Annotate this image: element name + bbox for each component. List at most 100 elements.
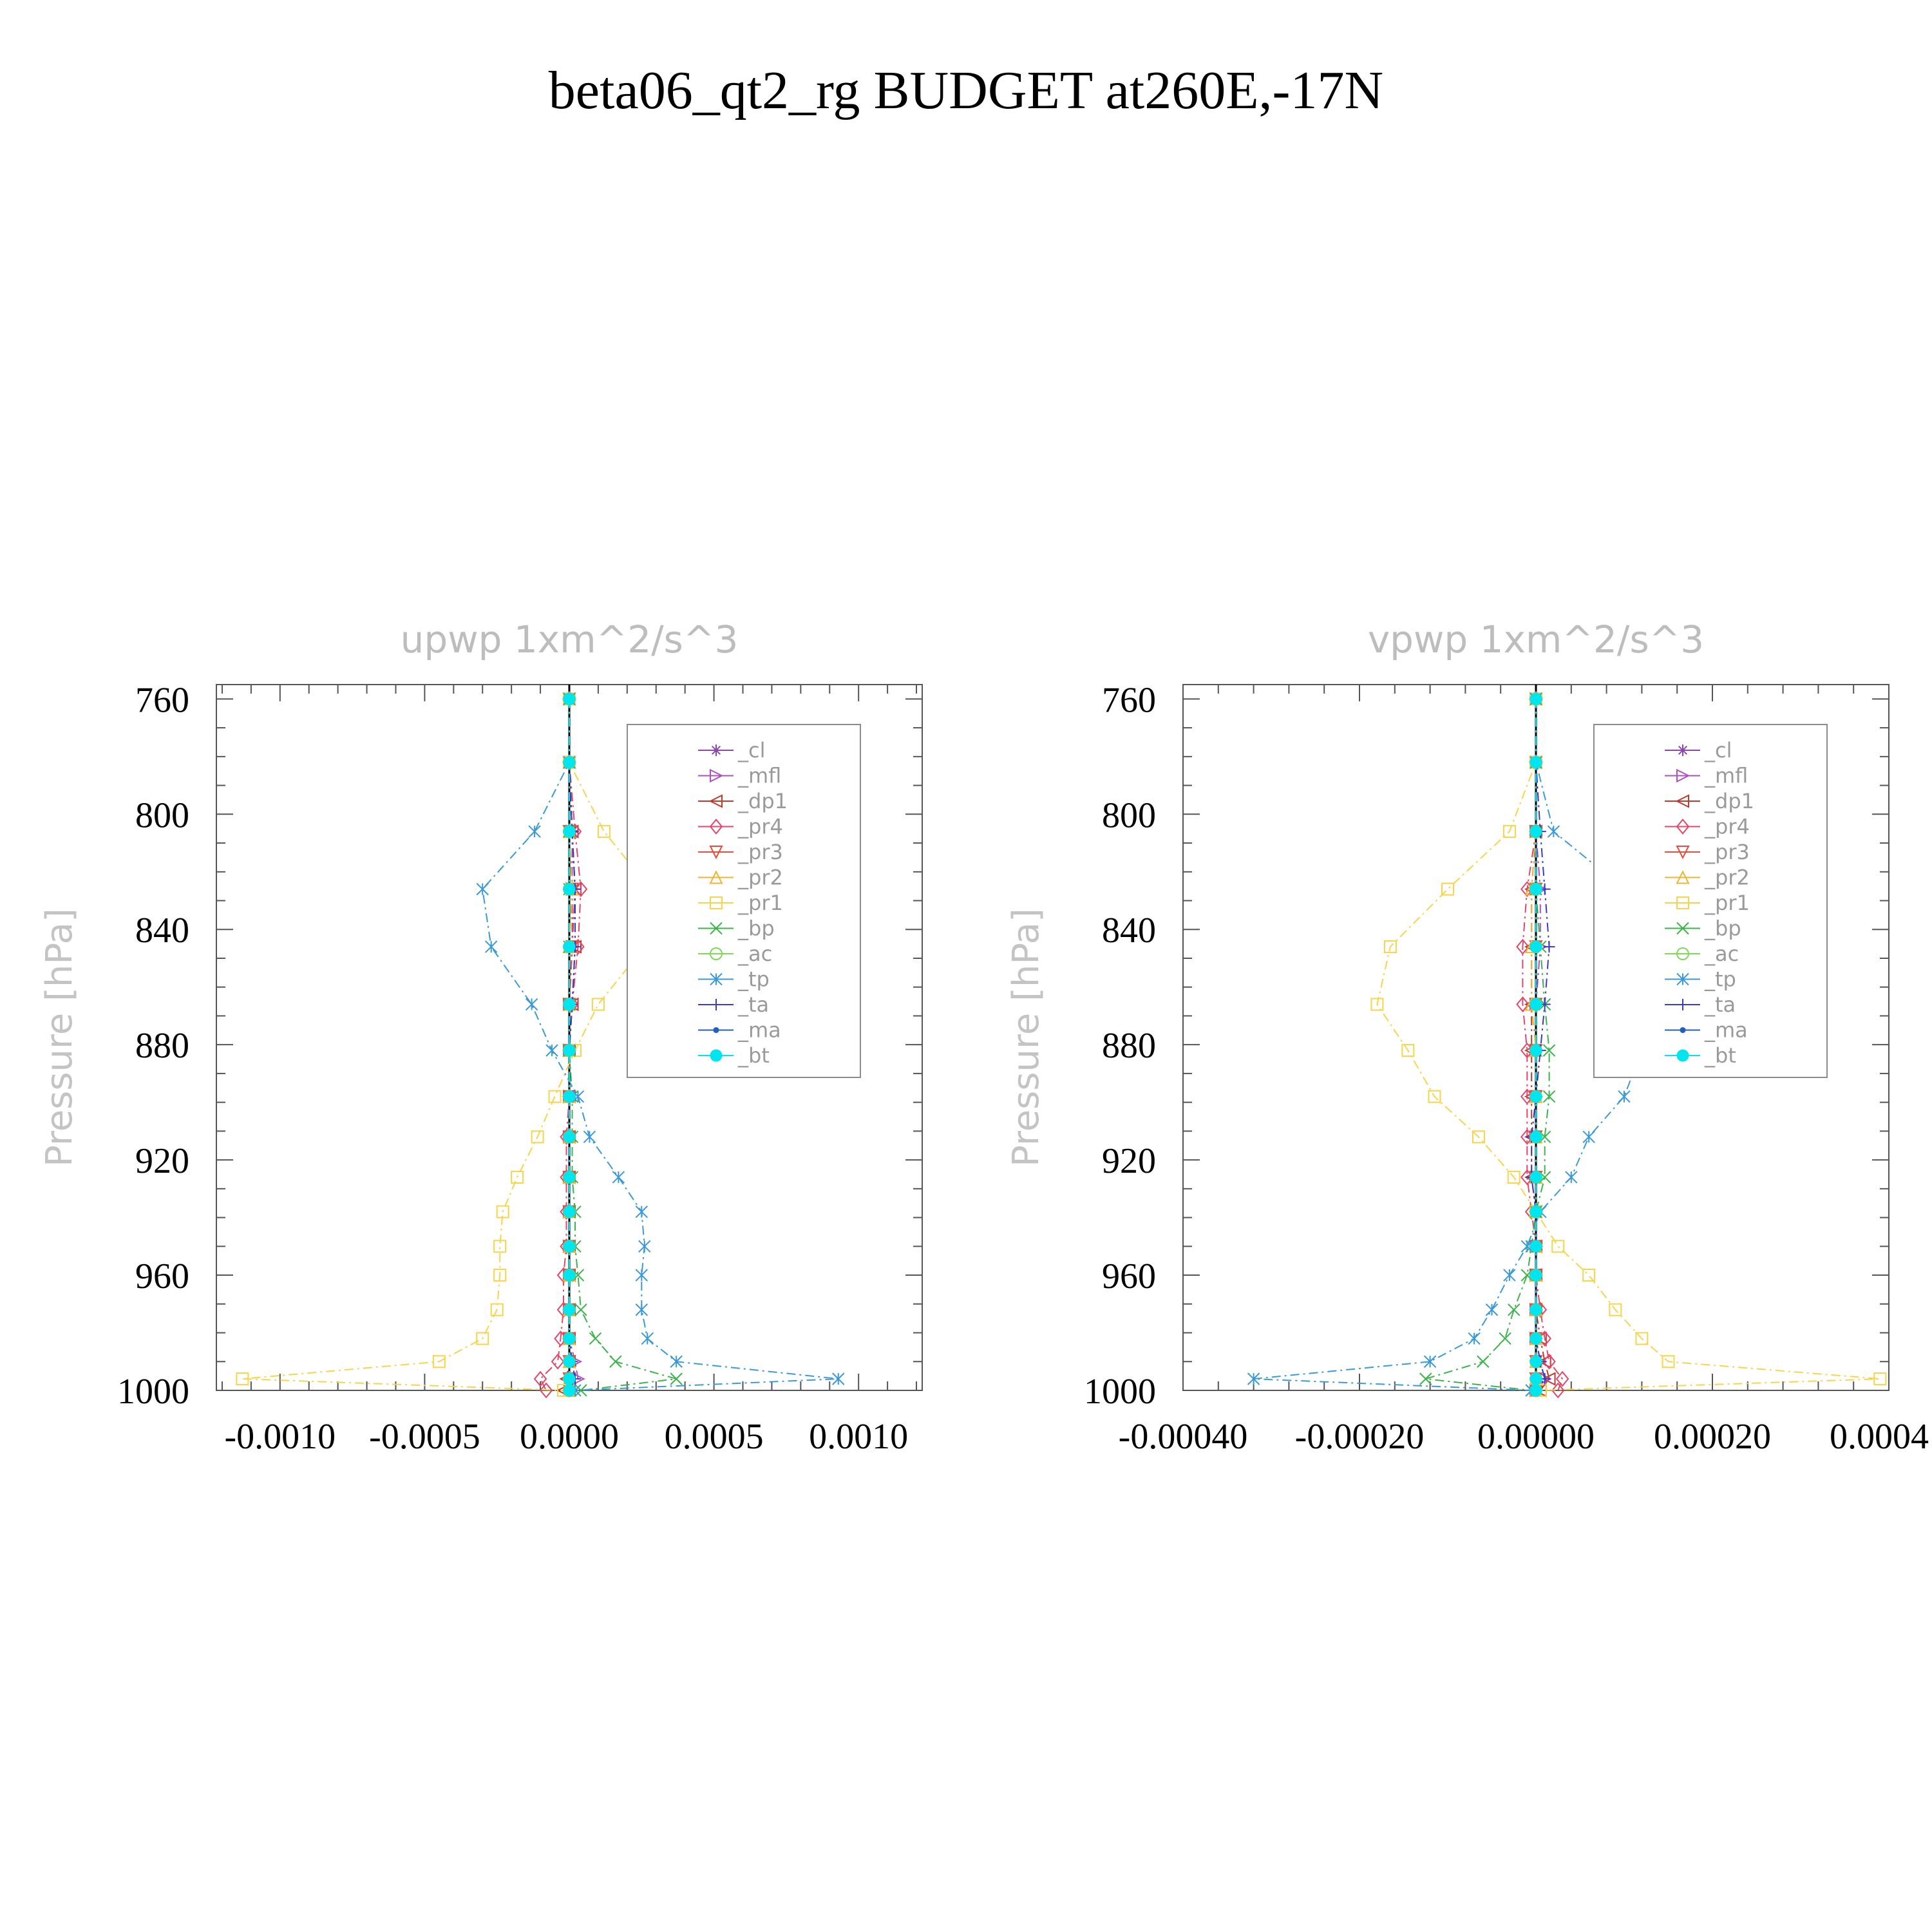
legend-marker <box>1680 1027 1686 1034</box>
series-pr4 <box>1516 691 1569 1399</box>
data-point <box>1530 1044 1542 1057</box>
series-pr1 <box>1370 692 1887 1397</box>
legend: _cl_mfl_dp1_pr4_pr3_pr2_pr1_bp_ac_tp_ta_… <box>627 724 861 1078</box>
y-tick-label: 880 <box>1102 1026 1156 1066</box>
data-point <box>1516 938 1530 955</box>
data-point <box>563 883 576 896</box>
data-point <box>1551 1382 1565 1399</box>
y-tick-label: 760 <box>1102 680 1156 720</box>
data-point <box>832 1372 845 1385</box>
data-point <box>635 1205 649 1218</box>
legend-label: _mfl <box>737 764 781 788</box>
data-point <box>1542 1090 1556 1103</box>
data-point <box>591 998 605 1011</box>
data-point <box>1419 1372 1432 1385</box>
data-point <box>1530 1171 1542 1184</box>
data-point <box>1542 1372 1556 1386</box>
data-point <box>635 1269 649 1282</box>
legend-marker <box>1676 1049 1689 1062</box>
data-point <box>476 882 489 896</box>
y-tick-label: 880 <box>135 1026 189 1066</box>
data-point <box>1247 1372 1260 1385</box>
legend-item-ac: _ac <box>698 942 772 966</box>
legend-item-bt: _bt <box>1665 1043 1736 1068</box>
data-point <box>609 1355 622 1368</box>
legend-item-pr2: _pr2 <box>1665 866 1750 890</box>
legend-marker <box>1677 744 1689 756</box>
legend-item-dp1: _dp1 <box>1665 789 1754 813</box>
legend-item-pr3: _pr3 <box>698 840 783 864</box>
legend-item-ta: _ta <box>1665 992 1736 1017</box>
data-point <box>525 998 538 1011</box>
data-point <box>1582 1130 1595 1144</box>
legend-item-pr4: _pr4 <box>1665 815 1750 839</box>
legend-item-pr4: _pr4 <box>698 815 783 839</box>
data-point <box>612 1171 625 1184</box>
data-point <box>1530 1206 1542 1218</box>
data-point <box>511 1170 524 1184</box>
data-point <box>493 1269 507 1282</box>
data-point <box>1507 1170 1520 1184</box>
data-point <box>1468 1332 1481 1345</box>
y-tick-label: 1000 <box>117 1372 189 1412</box>
y-tick-label: 840 <box>135 911 189 951</box>
data-point <box>1441 882 1454 896</box>
data-point <box>1565 1171 1578 1184</box>
legend-marker <box>709 870 723 884</box>
legend-label: _pr3 <box>737 840 783 864</box>
data-point <box>432 1355 446 1368</box>
data-point <box>563 1269 576 1282</box>
data-point <box>490 1303 504 1316</box>
data-point <box>563 1130 576 1143</box>
data-point <box>563 1206 576 1218</box>
legend-marker <box>708 794 723 808</box>
series-line <box>242 699 651 1391</box>
data-point <box>563 1171 576 1184</box>
data-point <box>539 1382 553 1399</box>
legend-box <box>627 724 861 1078</box>
data-point <box>1547 825 1560 838</box>
series-line <box>482 699 838 1391</box>
legend-item-pr2: _pr2 <box>698 866 783 890</box>
legend-label: _ac <box>1704 942 1739 966</box>
legend-label: _pr2 <box>1704 866 1750 890</box>
legend-label: _ma <box>737 1018 781 1043</box>
data-point <box>574 1384 587 1397</box>
legend-item-pr1: _pr1 <box>1665 891 1750 915</box>
data-point <box>236 1372 249 1386</box>
legend-label: _bp <box>737 916 775 941</box>
legend-label: _cl <box>1704 738 1732 762</box>
data-point <box>1542 1044 1556 1057</box>
series-pr1 <box>236 692 657 1397</box>
legend-item-ma: _ma <box>1665 1018 1748 1043</box>
data-point <box>1662 1355 1675 1368</box>
data-point <box>589 1332 602 1345</box>
legend-box <box>1593 724 1828 1078</box>
legend-label: _tp <box>1704 967 1736 992</box>
legend-item-pr3: _pr3 <box>1665 840 1750 864</box>
data-point <box>1530 756 1542 769</box>
y-tick-label: 960 <box>1102 1256 1156 1296</box>
legend-marker <box>1676 846 1690 860</box>
legend-marker <box>710 999 722 1010</box>
legend-item-bp: _bp <box>698 916 775 941</box>
data-point <box>583 1130 596 1144</box>
data-point <box>1530 1090 1542 1103</box>
data-point <box>485 940 498 953</box>
data-point <box>1530 1303 1542 1316</box>
y-axis-label: Pressure [hPa] <box>39 908 80 1167</box>
legend-label: _ma <box>1704 1018 1748 1043</box>
data-point <box>1555 1370 1569 1387</box>
y-tick-label: 800 <box>135 795 189 835</box>
x-tick-label: -0.00040 <box>1119 1417 1248 1457</box>
legend-marker <box>710 922 723 935</box>
y-tick-label: 800 <box>1102 795 1156 835</box>
legend-item-ac: _ac <box>1665 942 1739 966</box>
legend-item-pr1: _pr1 <box>698 891 783 915</box>
panel-title: upwp 1xm^2/s^3 <box>401 618 739 661</box>
data-point <box>670 1372 683 1385</box>
series-line <box>1522 699 1564 1391</box>
panel-title: vpwp 1xm^2/s^3 <box>1368 618 1704 661</box>
legend-marker <box>709 846 723 860</box>
